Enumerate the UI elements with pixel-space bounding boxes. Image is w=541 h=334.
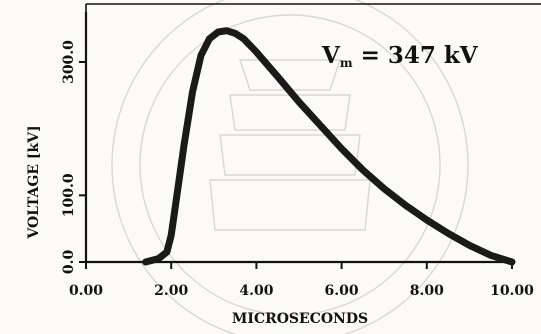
x-axis-ticks: 0.00 2.00 4.00 6.00 8.00 10.00 (69, 262, 534, 299)
x-tick-label: 6.00 (325, 283, 359, 299)
svg-text:Vm = 347 kV: Vm = 347 kV (321, 42, 479, 70)
annotation-subscript: m (340, 56, 353, 70)
y-tick-label: 100.0 (61, 173, 77, 217)
x-tick-label: 10.00 (490, 283, 534, 299)
y-axis-ticks: 0.0 100.0 300.0 (61, 40, 86, 274)
x-tick-label: 0.00 (69, 283, 103, 299)
annotation-main: V (321, 42, 341, 69)
x-tick-label: 4.00 (239, 283, 273, 299)
x-tick-label: 2.00 (154, 283, 188, 299)
voltage-series-line (142, 27, 516, 266)
x-axis-title: MICROSECONDS (232, 311, 368, 327)
y-axis-title: VOLTAGE [kV] (26, 125, 42, 239)
y-tick-label: 300.0 (61, 40, 77, 84)
plot-frame (85, 3, 541, 16)
peak-voltage-annotation: Vm = 347 kV (321, 42, 479, 70)
annotation-rest: = 347 kV (353, 42, 479, 69)
x-tick-label: 8.00 (410, 283, 444, 299)
watermark-seal (111, 0, 469, 334)
y-tick-label: 0.0 (61, 250, 77, 275)
